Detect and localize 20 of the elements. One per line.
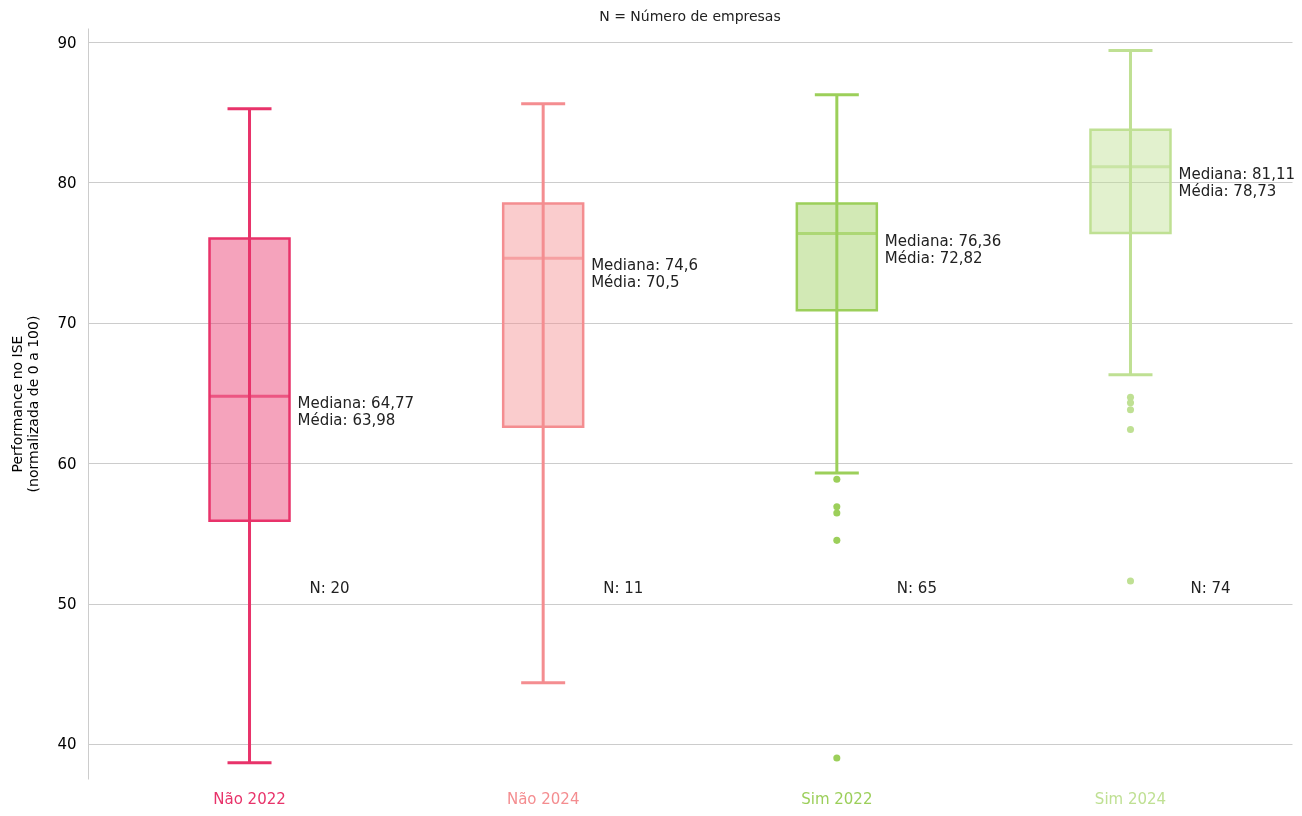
y-tick-label: 50	[57, 595, 77, 614]
x-tick-label: Sim 2024	[1094, 789, 1167, 808]
x-tick-label: Não 2022	[213, 789, 286, 808]
y-tick-label: 90	[57, 33, 77, 52]
annotation: N: 20	[309, 579, 350, 597]
y-tick-label: 80	[57, 173, 77, 192]
annotation: Mediana: 74,6 Média: 70,5	[591, 256, 699, 292]
chart-title: N = Número de empresas	[599, 8, 781, 24]
x-tick-label: Sim 2022	[801, 789, 873, 808]
annotation: Mediana: 76,36 Média: 72,82	[884, 231, 1002, 267]
y-tick-label: 60	[57, 454, 77, 473]
annotation: N: 74	[1190, 579, 1231, 597]
annotation: N: 11	[603, 579, 644, 597]
annotation: N: 65	[896, 579, 937, 597]
y-tick-label: 40	[57, 735, 77, 754]
annotation: Mediana: 64,77 Média: 63,98	[297, 394, 415, 430]
y-tick-label: 70	[57, 314, 77, 333]
x-tick-label: Não 2024	[506, 789, 580, 808]
y-axis-title: Performance no ISE (normalizada de 0 a 100)	[9, 315, 42, 493]
annotation: Mediana: 81,11 Média: 78,73	[1178, 164, 1295, 200]
